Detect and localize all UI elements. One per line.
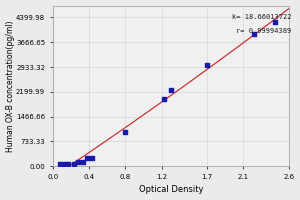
Point bbox=[123, 131, 128, 134]
Point bbox=[62, 163, 67, 166]
X-axis label: Optical Density: Optical Density bbox=[139, 185, 203, 194]
Point bbox=[205, 63, 209, 66]
Text: r= 0.99994389: r= 0.99994389 bbox=[236, 28, 291, 34]
Point bbox=[252, 33, 257, 36]
Text: k= 18.66013722: k= 18.66013722 bbox=[232, 14, 291, 20]
Point bbox=[71, 163, 76, 166]
Point bbox=[76, 160, 80, 164]
Point bbox=[66, 163, 70, 166]
Point bbox=[80, 160, 85, 164]
Point bbox=[273, 21, 278, 24]
Point bbox=[168, 89, 173, 92]
Y-axis label: Human OX-B concentration(pg/ml): Human OX-B concentration(pg/ml) bbox=[6, 20, 15, 152]
Point bbox=[58, 163, 62, 166]
Point bbox=[161, 97, 166, 100]
Point bbox=[85, 156, 90, 159]
Point bbox=[89, 156, 94, 159]
